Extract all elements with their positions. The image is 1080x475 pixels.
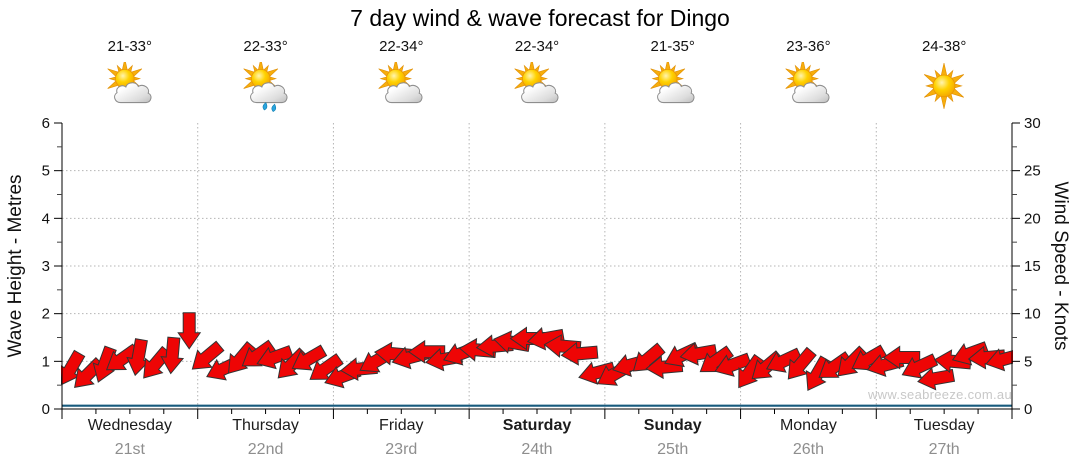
watermark: www.seabreeze.com.au [867,387,1012,402]
left-tick-label: 0 [42,401,50,418]
day-name: Wednesday [87,417,172,434]
wind-arrows [61,312,1013,392]
wind-arrow [714,352,752,377]
wind-arrow [126,338,150,377]
temperature-range: 23-36° [786,38,831,55]
left-axis-ticks [54,122,62,410]
wind-arrow [309,353,344,380]
wind-arrow [951,341,990,366]
right-tick-label: 30 [1024,115,1041,132]
right-tick-label: 25 [1024,163,1041,180]
right-tick-label: 20 [1024,210,1041,227]
day-date: 25th [657,441,689,458]
wind-arrow [256,345,294,370]
left-tick-label: 4 [42,210,50,227]
temperature-range: 24-38° [921,38,967,55]
right-axis-label: Wind Speed - Knots [1050,181,1071,351]
wind-arrow [679,342,718,366]
wind-arrow [765,347,803,373]
day-date: 26th [792,441,824,458]
x-axis-ticks [61,409,1013,419]
temperature-range: 22-34° [514,38,560,55]
left-tick-label: 1 [42,353,50,370]
wind-arrow [818,351,853,378]
wind-arrow [177,312,202,350]
wind-arrow [143,345,173,379]
left-axis-tick-labels: 0 1 2 3 4 5 6 [42,115,50,418]
day-name: Monday [779,417,837,434]
page-title: 7 day wind & wave forecast for Dingo [350,5,730,31]
wind-arrow [291,344,328,371]
left-tick-label: 2 [42,306,50,323]
right-tick-label: 5 [1024,353,1032,370]
day-date: 22nd [247,441,284,458]
wind-arrow [851,344,888,371]
right-tick-label: 10 [1024,306,1041,323]
wind-arrow [160,336,185,375]
wind-arrow [191,340,225,370]
day-name: Tuesday [913,417,975,434]
wind-arrow [105,343,141,371]
right-tick-label: 15 [1024,258,1041,275]
temperature-range: 22-34° [379,38,424,55]
left-tick-label: 3 [42,258,50,275]
wind-arrow [560,341,599,366]
right-axis-tick-labels: 0 5 10 15 20 25 30 [1024,115,1041,418]
wind-arrow [985,348,1013,372]
day-date: 23rd [385,441,418,458]
right-axis-ticks [1012,122,1020,410]
right-tick-label: 0 [1024,401,1032,418]
day-name: Friday [379,417,424,434]
day-date: 27th [928,441,960,458]
temperature-range: 21-35° [650,38,695,55]
day-name: Sunday [643,417,702,434]
wind-arrow [787,346,817,380]
day-name: Thursday [232,417,299,434]
left-axis-label: Wave Height - Metres [5,174,26,358]
day-date: 21st [114,441,145,458]
temperature-range: 21-33° [107,38,153,55]
left-tick-label: 5 [42,163,50,180]
wind-arrow [526,326,565,351]
wind-arrow [901,353,939,379]
day-name: Saturday [502,417,572,434]
left-tick-label: 6 [42,115,50,132]
temperature-range: 22-33° [243,38,288,55]
day-date: 24th [521,441,553,458]
